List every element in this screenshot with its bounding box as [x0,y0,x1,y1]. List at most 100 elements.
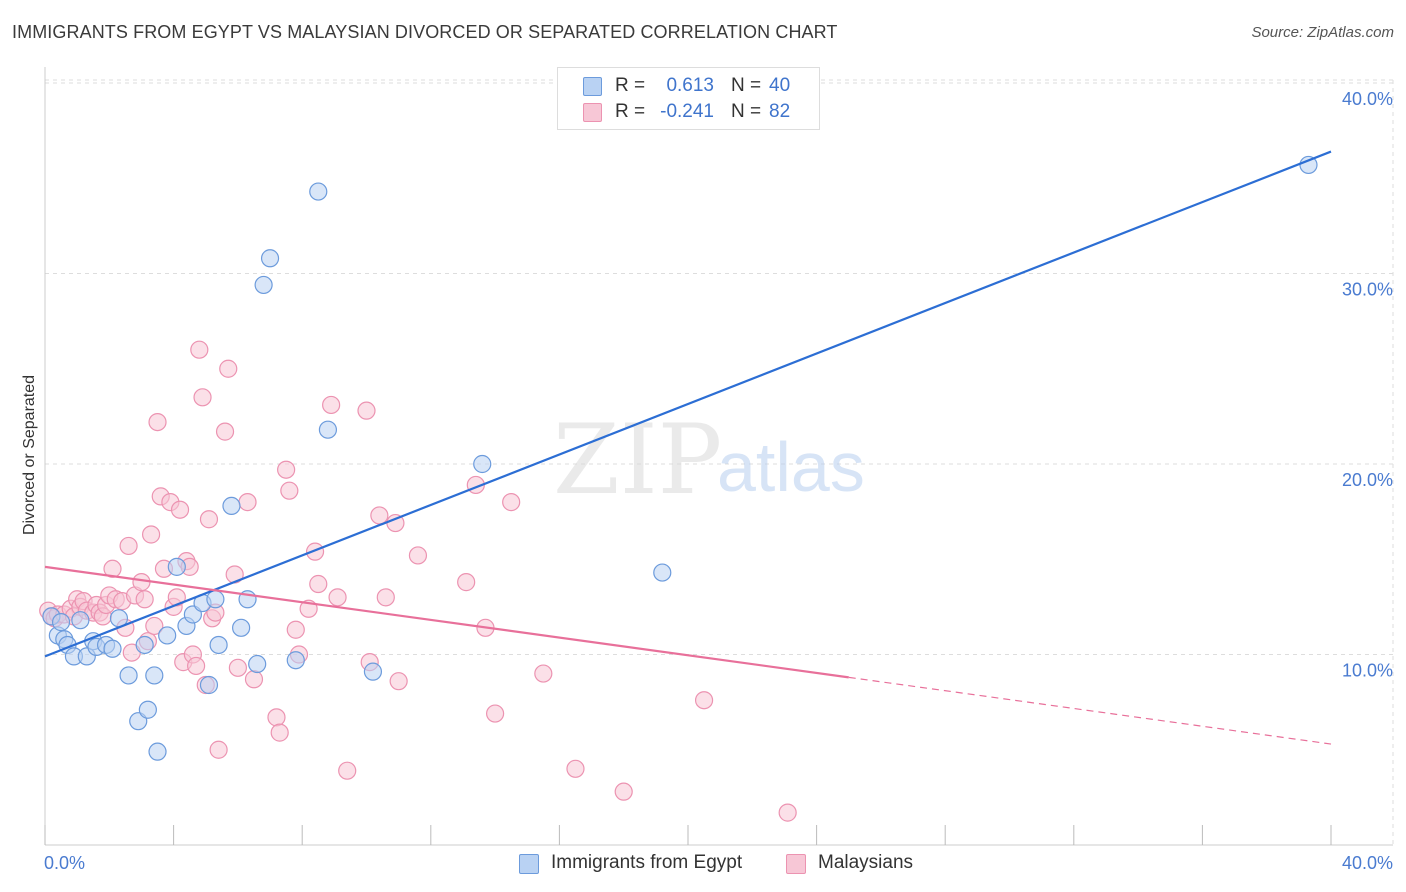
malaysians-point [277,460,296,479]
malaysians-point [376,588,395,607]
malaysians-point [170,500,190,519]
malaysians-point [389,672,408,691]
malaysians-point [305,542,325,561]
malaysians-point [457,573,476,592]
malaysians-point [502,493,521,512]
egypt-point [254,275,273,295]
malaysians-point [778,803,797,822]
malaysians-point [132,573,151,592]
legend-label: Malaysians [818,852,914,873]
egypt-point [145,666,164,685]
egypt-point [473,454,492,474]
malaysians-point [119,536,138,556]
egypt-point [260,249,280,268]
malaysians-point [357,401,376,420]
egypt-point [51,613,71,632]
y-tick-label: 20.0% [1342,470,1393,490]
malaysians-point [486,704,505,723]
source-label: Source: ZipAtlas.com [1251,24,1394,41]
malaysians-swatch-icon [786,854,806,874]
egypt-point [309,182,328,201]
malaysians-point [322,395,341,415]
legend-row-malaysians: R = -0.241 N = 82 [558,101,819,127]
malaysians-point [280,481,299,500]
egypt-point [71,611,90,630]
r-value: -0.241 [660,101,714,122]
y-tick-label: 30.0% [1342,280,1393,300]
trend-lines [44,150,1332,745]
malaysians-point [199,510,219,529]
series-legend: Immigrants from Egypt Malaysians [0,851,1406,879]
egypt-point [206,590,225,609]
malaysians-point [141,525,161,544]
egypt-point [167,557,186,576]
malaysians-point [286,620,305,639]
malaysians-point [103,559,122,578]
malaysians-point [167,588,186,607]
malaysians-point [694,691,714,710]
malaysians-point [145,616,164,636]
x-tick-labels: 0.0% 40.0% [44,853,1393,873]
egypt-point [135,635,154,655]
malaysians-point [408,546,428,565]
egypt-point [222,496,241,516]
malaysians-point [328,588,347,607]
malaysians-point [244,670,264,689]
legend-row-egypt: R = 0.613 N = 40 [558,75,819,101]
malaysians-point [238,493,257,512]
y-axis-label: Divorced or Separated [21,375,38,535]
egypt-point [158,626,177,645]
malaysians-point [614,782,633,801]
malaysians-point [209,740,228,759]
malaysians-point [534,664,553,683]
watermark-zip: ZIP [553,404,722,516]
malaysians-trend-line [44,565,849,679]
egypt-point [248,654,267,674]
malaysians-point [215,422,235,441]
malaysians-point [309,574,328,594]
malaysians-point [135,590,154,609]
watermark-atlas: atlas [717,428,865,506]
egypt-point [653,563,672,582]
malaysians-swatch-icon [583,103,602,122]
malaysians-point [228,658,247,677]
malaysians-point [370,506,389,525]
egypt-point [119,666,138,685]
malaysians-point [219,359,238,378]
axes [44,67,1393,846]
egypt-point [148,742,167,761]
legend-label: Immigrants from Egypt [551,852,743,873]
malaysians-point [338,761,357,780]
malaysians-point [270,723,289,742]
y-tick-label: 40.0% [1342,89,1393,109]
egypt-point [318,420,338,439]
malaysians-point [267,708,286,727]
malaysians-point [566,759,585,778]
n-value: 40 [769,75,791,96]
egypt-swatch-icon [583,77,602,96]
egypt-points [42,155,1318,761]
egypt-point [232,618,251,637]
malaysians-point [148,412,167,432]
y-tick-labels: 10.0% 20.0% 30.0% 40.0% [1342,89,1393,681]
correlation-legend: R = 0.613 N = 40 R = -0.241 N = 82 [557,67,820,130]
egypt-swatch-icon [519,854,539,874]
chart-title: IMMIGRANTS FROM EGYPT VS MALAYSIAN DIVOR… [12,22,838,42]
egypt-trend-line [44,150,1332,658]
r-value: 0.613 [666,75,714,96]
n-label: N = [731,101,762,122]
n-label: N = [731,75,762,96]
x-tick-label: 0.0% [44,853,85,873]
egypt-point [363,662,383,681]
watermark: ZIP atlas [553,404,865,516]
malaysians-trend-extension [848,676,1332,745]
n-value: 82 [769,101,791,122]
malaysians-point [193,388,212,407]
egypt-point [286,651,305,670]
r-label: R = [615,101,646,122]
egypt-point [138,700,157,719]
malaysians-point [187,656,206,676]
egypt-point [209,635,228,655]
x-tick-label: 40.0% [1342,853,1393,873]
